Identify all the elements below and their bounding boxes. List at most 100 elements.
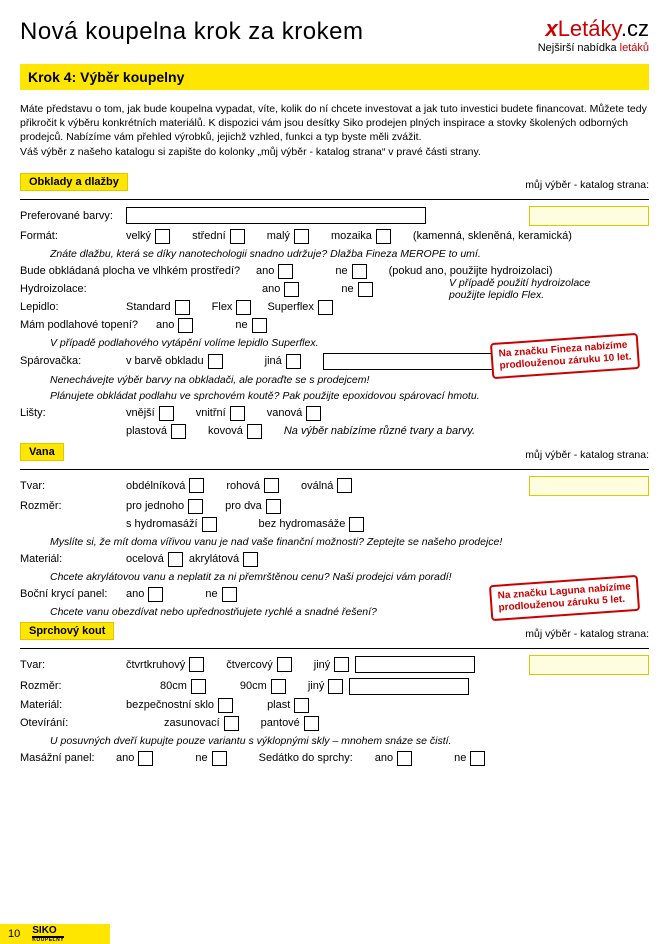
cb-ocelova[interactable] (168, 552, 183, 567)
wet-label: Bude obkládaná plocha ve vlhkém prostřed… (20, 265, 250, 277)
cb-sklo[interactable] (218, 698, 233, 713)
opt-ctverec: čtvercový (226, 659, 272, 671)
opt-ovalna: oválná (301, 480, 333, 492)
cb-ovalna[interactable] (337, 478, 352, 493)
format-label: Formát: (20, 230, 120, 242)
panel-label: Boční krycí panel: (20, 588, 120, 600)
opt-dva: pro dva (225, 500, 262, 512)
note-grout-b: Plánujete obkládat podlahu ve sprchovém … (50, 390, 649, 402)
opt-ctvrtkruh: čtvrtkruhový (126, 659, 185, 671)
opt-obdelnik: obdélníková (126, 480, 185, 492)
cb-bezhydro[interactable] (349, 517, 364, 532)
cb-plast[interactable] (294, 698, 309, 713)
cb-superflex[interactable] (318, 300, 333, 315)
cb-vnitrni[interactable] (230, 406, 245, 421)
cb-shydro[interactable] (202, 517, 217, 532)
opt-mp-ano: ano (116, 752, 134, 764)
cb-dva[interactable] (266, 499, 281, 514)
section-sprcha-title: Sprchový kout (20, 622, 114, 640)
cb-floor-ne[interactable] (252, 318, 267, 333)
cb-grout-other[interactable] (286, 354, 301, 369)
opt-vanova: vanová (267, 407, 302, 419)
step-title: Krok 4: Výběr koupelny (28, 69, 184, 85)
cb-grout-color[interactable] (208, 354, 223, 369)
opt-mozaika: mozaika (331, 230, 372, 242)
opt-panel-ne: ne (205, 588, 217, 600)
cb-80[interactable] (191, 679, 206, 694)
cb-90[interactable] (271, 679, 286, 694)
cb-ctvrtkruh[interactable] (189, 657, 204, 672)
cb-panel-ano[interactable] (148, 587, 163, 602)
cb-plastova[interactable] (171, 424, 186, 439)
wet-tail: (pokud ano, použijte hydroizolaci) (389, 265, 553, 277)
logo-x: x (545, 16, 557, 41)
format-tail: (kamenná, skleněná, keramická) (413, 230, 572, 242)
catalog-input-tiles[interactable] (529, 206, 649, 226)
opt-mp-ne: ne (195, 752, 207, 764)
cb-obdelnik[interactable] (189, 478, 204, 493)
cb-mozaika[interactable] (376, 229, 391, 244)
opt-ano2: ano (262, 283, 280, 295)
opt-jiny: jiný (314, 659, 331, 671)
cb-seat-ne[interactable] (470, 751, 485, 766)
cb-panel-ne[interactable] (222, 587, 237, 602)
cb-floor-ano[interactable] (178, 318, 193, 333)
page-number: 10 (8, 928, 20, 940)
cb-rohova[interactable] (264, 478, 279, 493)
pref-colors-input[interactable] (126, 207, 426, 224)
cb-mp-ano[interactable] (138, 751, 153, 766)
cb-jiny2[interactable] (328, 679, 343, 694)
cb-seat-ano[interactable] (397, 751, 412, 766)
catalog-input-sprcha[interactable] (529, 655, 649, 675)
floor-label: Mám podlahové topení? (20, 319, 150, 331)
brand-sub: KOUPELNY (32, 938, 64, 942)
opt-plast: plast (267, 699, 290, 711)
cb-akryl[interactable] (243, 552, 258, 567)
opt-kovova: kovová (208, 425, 243, 437)
cb-flex[interactable] (236, 300, 251, 315)
opt-ocelova: ocelová (126, 553, 164, 565)
opt-seat-ano: ano (375, 752, 393, 764)
opt-standard: Standard (126, 301, 171, 313)
cb-pantove[interactable] (304, 716, 319, 731)
cb-jednoho[interactable] (188, 499, 203, 514)
site-logo: xLetáky.cz Nejširší nabídka letáků (538, 16, 649, 54)
note-nano: Znáte dlažbu, která se díky nanotecholog… (50, 248, 649, 260)
cb-vanova[interactable] (306, 406, 321, 421)
cb-mp-ne[interactable] (212, 751, 227, 766)
logo-sub: Nejširší nabídka (538, 42, 620, 54)
tvar-other-input[interactable] (355, 656, 475, 673)
opt-ne: ne (335, 265, 347, 277)
cb-wet-ano[interactable] (278, 264, 293, 279)
cb-zasun[interactable] (224, 716, 239, 731)
catalog-input-vana[interactable] (529, 476, 649, 496)
opt-maly: malý (267, 230, 290, 242)
cb-vnejsi[interactable] (159, 406, 174, 421)
opt-bezhydro: bez hydromasáže (259, 518, 346, 530)
opt-jiny2: jiný (308, 680, 325, 692)
opt-vnejsi: vnější (126, 407, 155, 419)
opt-rohova: rohová (226, 480, 260, 492)
sprcha-mat-label: Materiál: (20, 699, 120, 711)
opt-shydro: s hydromasáží (126, 518, 198, 530)
rozmer-other-input[interactable] (349, 678, 469, 695)
cb-velky[interactable] (155, 229, 170, 244)
opt-pantove: pantové (261, 717, 300, 729)
cb-standard[interactable] (175, 300, 190, 315)
cb-jiny[interactable] (334, 657, 349, 672)
opt-ne2: ne (341, 283, 353, 295)
seat-label: Sedátko do sprchy: (259, 752, 353, 764)
cb-wet-ne[interactable] (352, 264, 367, 279)
cb-ctverec[interactable] (277, 657, 292, 672)
cb-kovova[interactable] (247, 424, 262, 439)
section-tiles-title: Obklady a dlažby (20, 173, 128, 191)
cb-stredni[interactable] (230, 229, 245, 244)
cb-hydro-ano[interactable] (284, 282, 299, 297)
opt-panel-ano: ano (126, 588, 144, 600)
hydro-note: V případě použití hydroizolace použijte … (449, 277, 629, 301)
cb-hydro-ne[interactable] (358, 282, 373, 297)
cb-maly[interactable] (294, 229, 309, 244)
vana-rozmer-label: Rozměr: (20, 500, 120, 512)
opt-plastova: plastová (126, 425, 167, 437)
section-vana-title: Vana (20, 443, 64, 461)
